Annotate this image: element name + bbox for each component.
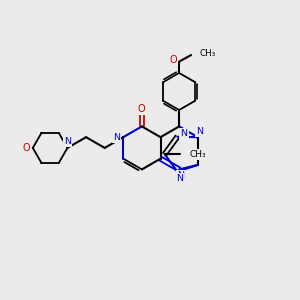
Text: N: N [196,127,203,136]
Text: CH₃: CH₃ [189,150,206,159]
Text: N: N [180,129,188,138]
Text: O: O [137,104,145,114]
Text: CH₃: CH₃ [200,49,216,58]
Text: O: O [169,55,177,65]
Text: O: O [22,143,30,153]
Text: N: N [64,136,71,146]
Text: N: N [113,133,120,142]
Text: N: N [177,172,184,181]
Text: N: N [176,174,183,183]
